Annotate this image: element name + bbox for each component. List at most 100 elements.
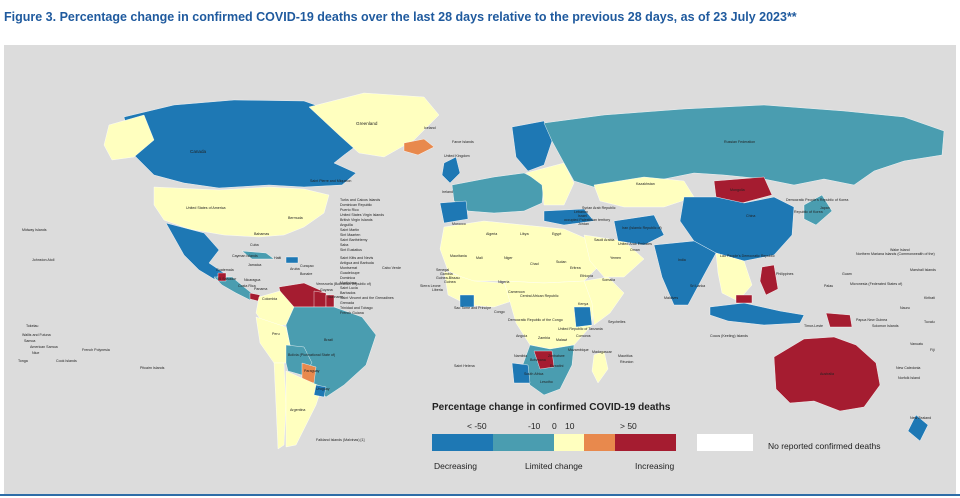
label-tanzania: United Republic of Tanzania — [558, 327, 603, 331]
label-saint-martin: Saint Martin — [340, 228, 359, 232]
country-central-africa[interactable] — [503, 280, 595, 350]
label-cocos: Cocos (Keeling) Islands — [710, 334, 748, 338]
label-american-samoa: American Samoa — [30, 345, 58, 349]
label-south-africa: South Africa — [524, 372, 543, 376]
country-scandinavia[interactable] — [511, 120, 553, 172]
country-iran[interactable] — [613, 214, 665, 246]
label-saudi-arabia: Saudi Arabia — [594, 238, 614, 242]
label-lebanon: Lebanon — [574, 210, 588, 214]
country-north-africa[interactable] — [439, 220, 601, 284]
label-el-salvador: El Salvador — [218, 277, 237, 281]
label-png: Papua New Guinea — [856, 318, 887, 322]
label-saint-kitts: Saint Kitts and Nevis — [340, 256, 373, 260]
country-uk[interactable] — [441, 156, 461, 184]
country-indonesia[interactable] — [709, 302, 805, 326]
label-algeria: Algeria — [486, 232, 497, 236]
label-anguilla: Anguilla — [340, 223, 353, 227]
label-cameroon: Cameroon — [508, 290, 525, 294]
bottom-rule — [0, 494, 960, 496]
country-chile[interactable] — [273, 362, 287, 450]
label-fiji: Fiji — [930, 348, 935, 352]
label-japan: Japan — [820, 206, 830, 210]
country-dominican[interactable] — [285, 256, 299, 264]
country-mongolia[interactable] — [713, 176, 773, 204]
country-russia[interactable] — [543, 104, 945, 188]
country-madagascar[interactable] — [591, 350, 609, 384]
label-timor: Timor-Leste — [804, 324, 823, 328]
label-egypt: Egypt — [552, 232, 561, 236]
label-tuvalu: Tuvalu — [924, 320, 935, 324]
label-korea: Republic of Korea — [794, 210, 823, 214]
country-guyana[interactable] — [313, 290, 327, 308]
legend-swatch-increasing-strong — [615, 434, 676, 451]
country-canada[interactable] — [123, 99, 365, 189]
country-iberia[interactable] — [439, 200, 469, 224]
label-zambia: Zambia — [538, 336, 550, 340]
label-norfolk: Norfolk Island — [898, 376, 920, 380]
country-panama[interactable] — [249, 292, 261, 302]
label-montserrat: Montserrat — [340, 266, 357, 270]
label-china: China — [746, 214, 755, 218]
country-sierra-leone[interactable] — [459, 294, 475, 308]
label-saint-lucia: Saint Lucia — [340, 286, 358, 290]
label-liberia: Liberia — [432, 288, 443, 292]
label-mali: Mali — [476, 256, 483, 260]
label-saba: Saba — [340, 243, 348, 247]
label-puerto-rico: Puerto Rico — [340, 208, 359, 212]
country-india[interactable] — [653, 240, 717, 306]
label-lao: Lao People's Democratic Republic — [720, 254, 775, 258]
label-zimbabwe: Zimbabwe — [548, 354, 565, 358]
label-paraguay: Paraguay — [304, 369, 320, 373]
label-brazil: Brazil — [324, 338, 333, 342]
label-dominican: Dominican Republic — [340, 203, 372, 207]
label-saint-vincent: Saint Vincent and the Grenadines — [340, 296, 394, 300]
label-aruba: Aruba — [290, 267, 300, 271]
label-curacao: Curaçao — [300, 264, 314, 268]
country-alaska[interactable] — [103, 114, 155, 161]
country-png[interactable] — [825, 312, 853, 328]
label-mongolia: Mongolia — [730, 188, 745, 192]
label-philippines: Philippines — [776, 272, 794, 276]
country-turkey[interactable] — [543, 208, 595, 226]
country-namibia[interactable] — [511, 362, 531, 384]
label-french-polynesia: French Polynesia — [82, 348, 110, 352]
country-iceland[interactable] — [403, 138, 435, 156]
country-usa[interactable] — [153, 186, 330, 238]
country-korea-japan[interactable] — [803, 194, 833, 226]
label-new-caledonia: New Caledonia — [896, 366, 920, 370]
label-venezuela: Venezuela (Bolivarian Republic of) — [316, 282, 371, 286]
label-bvi: British Virgin Islands — [340, 218, 373, 222]
country-uruguay[interactable] — [313, 384, 327, 398]
label-nigeria: Nigeria — [498, 280, 509, 284]
label-martinique: Martinique — [340, 281, 357, 285]
country-paraguay[interactable] — [301, 362, 317, 384]
label-sri-lanka: Sri Lanka — [690, 284, 705, 288]
country-australia[interactable] — [773, 336, 881, 412]
label-bahamas: Bahamas — [254, 232, 269, 236]
label-peru: Peru — [272, 332, 280, 336]
country-new-zealand[interactable] — [907, 414, 929, 442]
country-china[interactable] — [679, 196, 795, 262]
country-malaysia[interactable] — [735, 294, 753, 304]
country-cuba[interactable] — [241, 250, 275, 260]
country-kenya[interactable] — [573, 306, 593, 328]
country-kazakhstan[interactable] — [593, 176, 695, 208]
label-saint-pierre: Saint Pierre and Miquelon — [310, 179, 351, 183]
world-map: Greenland Iceland Canada Russian Federat… — [18, 92, 945, 450]
country-guatemala[interactable] — [217, 272, 227, 282]
country-angola-region[interactable] — [533, 350, 555, 370]
label-cook: Cook Islands — [56, 359, 77, 363]
legend-tick-lt-minus50: < -50 — [467, 421, 487, 431]
label-eswatini: Eswatini — [550, 364, 564, 368]
legend-swatch-increasing — [584, 434, 615, 451]
label-colombia: Colombia — [262, 297, 277, 301]
country-philippines[interactable] — [759, 264, 779, 296]
legend-swatch-no-reported — [697, 434, 753, 451]
label-guinea-bissau: Guinea-Bissau — [436, 276, 460, 280]
country-greenland[interactable] — [308, 92, 440, 158]
label-kiribati: Kiribati — [924, 296, 935, 300]
label-occupied-palestinian: occupied Palestinian territory — [564, 218, 610, 222]
country-argentina[interactable] — [285, 370, 323, 448]
label-usa: United States of America — [186, 206, 226, 210]
label-russia: Russian Federation — [724, 140, 755, 144]
